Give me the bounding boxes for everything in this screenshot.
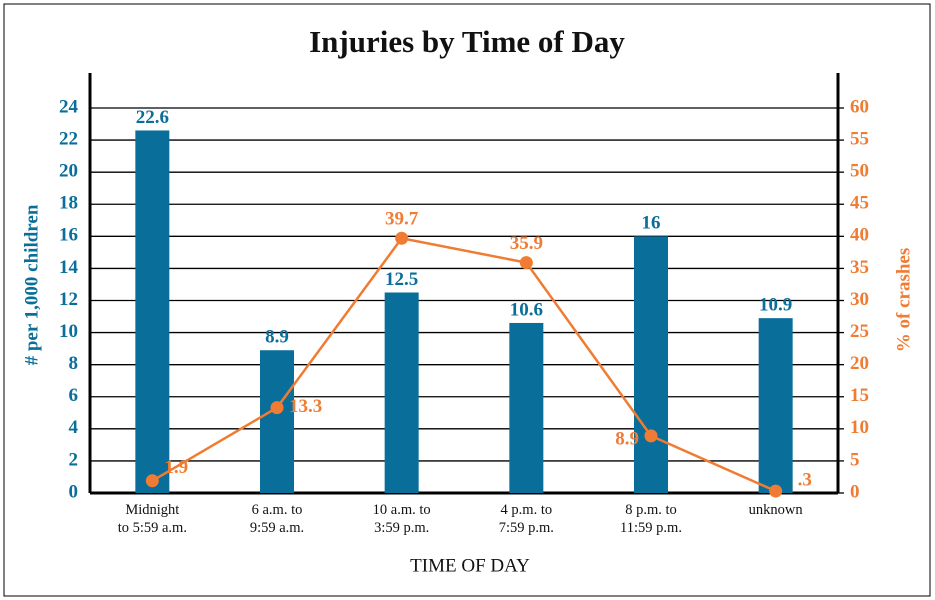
y-tick-label: 20 <box>59 161 78 182</box>
bar <box>260 350 294 493</box>
line-value-label: 1.9 <box>164 457 188 478</box>
y2-tick-label: 35 <box>850 257 869 278</box>
y-tick-label: 22 <box>59 128 78 149</box>
y-tick-label: 6 <box>69 385 79 406</box>
y-tick-label: 12 <box>59 289 78 310</box>
y-tick-label: 18 <box>59 193 78 214</box>
bar-value-label: 8.9 <box>265 327 289 348</box>
y-tick-label: 2 <box>69 449 79 470</box>
y2-tick-label: 25 <box>850 321 869 342</box>
line-value-label: 13.3 <box>289 396 322 417</box>
y-tick-label: 24 <box>59 96 79 117</box>
bar-value-label: 12.5 <box>385 269 418 290</box>
bar-value-label: 10.9 <box>759 295 792 316</box>
x-tick-label: Midnight to 5:59 a.m. <box>118 502 187 536</box>
y-tick-label: 14 <box>59 257 79 278</box>
y2-tick-label: 55 <box>850 128 869 149</box>
y-tick-label: 8 <box>69 353 79 374</box>
bar <box>634 236 668 494</box>
line-value-label: 35.9 <box>510 233 543 254</box>
bar <box>384 292 419 493</box>
line-value-label: .3 <box>798 469 812 490</box>
y2-tick-label: 0 <box>850 481 860 502</box>
x-axis-title: TIME OF DAY <box>410 555 530 576</box>
y2-tick-label: 30 <box>850 289 869 310</box>
bar <box>509 322 544 493</box>
y2-tick-label: 5 <box>850 449 860 470</box>
y2-tick-label: 40 <box>850 225 869 246</box>
bar-value-label: 22.6 <box>136 107 169 128</box>
line-point <box>395 231 409 245</box>
x-tick-label: 6 a.m. to 9:59 a.m. <box>250 502 304 536</box>
y2-tick-label: 10 <box>850 417 869 438</box>
y-tick-label: 16 <box>59 225 78 246</box>
line-point <box>519 256 533 270</box>
y2-tick-label: 20 <box>850 353 869 374</box>
y2-axis-title: % of crashes <box>893 248 914 352</box>
y2-tick-label: 60 <box>850 96 869 117</box>
y-tick-label: 10 <box>59 321 78 342</box>
x-tick-label: 4 p.m. to 7:59 p.m. <box>499 502 554 536</box>
x-tick-label: 10 a.m. to 3:59 p.m. <box>373 502 431 536</box>
line-point <box>644 429 658 443</box>
bar <box>758 318 793 493</box>
line-value-label: 39.7 <box>385 209 419 230</box>
y2-tick-label: 15 <box>850 385 869 406</box>
bar-value-label: 16 <box>642 213 661 234</box>
y-tick-label: 0 <box>69 481 79 502</box>
x-tick-label: 8 p.m. to 11:59 p.m. <box>620 502 682 536</box>
bar <box>135 130 170 494</box>
chart-title: Injuries by Time of Day <box>309 24 625 59</box>
line-point <box>270 401 284 415</box>
y2-tick-label: 50 <box>850 161 869 182</box>
line-point <box>769 484 783 498</box>
line-point <box>145 474 159 488</box>
line-value-label: 8.9 <box>615 428 639 449</box>
y-axis-title: # per 1,000 children <box>21 204 42 365</box>
y-tick-label: 4 <box>69 417 79 438</box>
line <box>151 236 777 493</box>
y2-tick-label: 45 <box>850 193 869 214</box>
x-tick-label: unknown <box>749 502 804 518</box>
bar-value-label: 10.6 <box>510 299 543 320</box>
